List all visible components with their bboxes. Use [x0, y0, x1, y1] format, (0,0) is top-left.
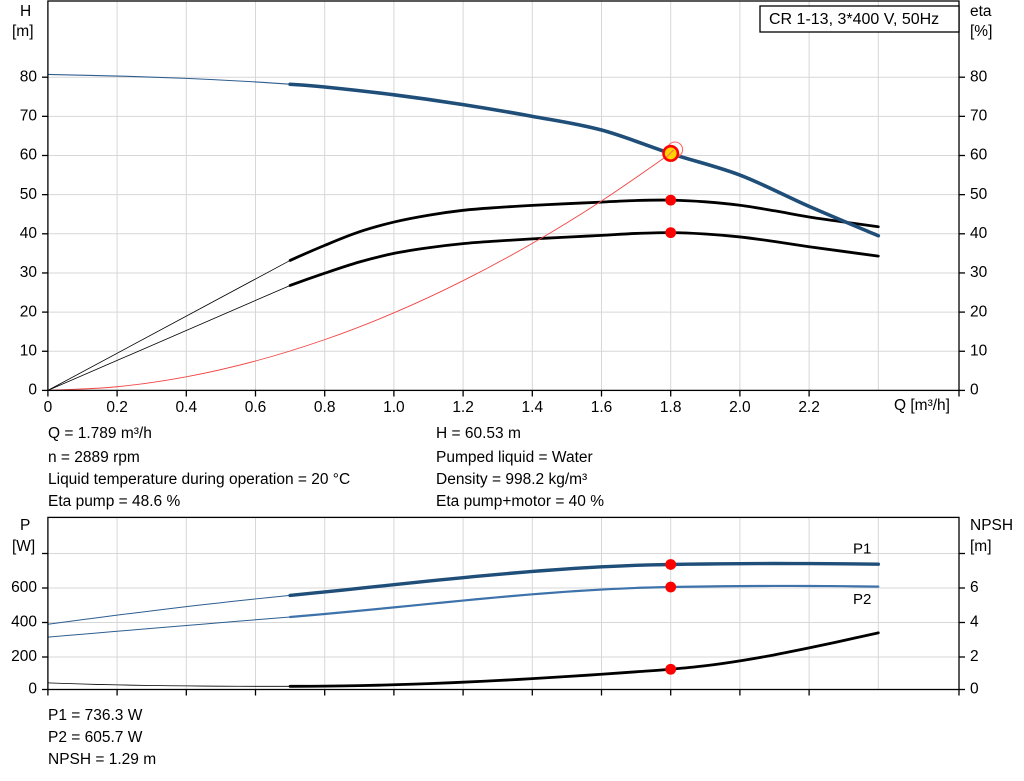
svg-text:[W]: [W]: [12, 538, 35, 555]
svg-text:6: 6: [970, 579, 979, 596]
svg-text:2: 2: [970, 648, 979, 665]
svg-text:P1: P1: [853, 541, 871, 558]
svg-text:NPSH: NPSH: [970, 517, 1013, 534]
svg-text:70: 70: [970, 108, 988, 125]
svg-text:60: 60: [970, 147, 988, 164]
svg-text:30: 30: [20, 264, 38, 281]
svg-text:1.4: 1.4: [522, 399, 544, 416]
svg-text:0.8: 0.8: [314, 399, 336, 416]
svg-text:0.2: 0.2: [106, 399, 128, 416]
svg-text:40: 40: [970, 225, 988, 242]
svg-text:4: 4: [970, 614, 979, 631]
svg-text:0: 0: [970, 681, 979, 698]
svg-text:Q [m³/h]: Q [m³/h]: [894, 397, 950, 414]
svg-text:P2: P2: [853, 591, 871, 608]
svg-text:80: 80: [970, 68, 988, 85]
svg-text:400: 400: [11, 614, 37, 631]
svg-text:[m]: [m]: [12, 23, 34, 40]
svg-text:2.0: 2.0: [729, 399, 751, 416]
svg-text:1.8: 1.8: [660, 399, 682, 416]
svg-text:60: 60: [20, 147, 38, 164]
svg-text:0: 0: [28, 382, 37, 399]
svg-text:80: 80: [20, 68, 38, 85]
svg-text:0: 0: [970, 382, 979, 399]
svg-text:70: 70: [20, 108, 38, 125]
svg-text:0.4: 0.4: [176, 399, 198, 416]
svg-text:1.2: 1.2: [452, 399, 474, 416]
svg-text:eta: eta: [970, 3, 992, 20]
svg-text:2.2: 2.2: [798, 399, 820, 416]
svg-text:40: 40: [20, 225, 38, 242]
svg-text:50: 50: [20, 186, 38, 203]
svg-text:CR 1-13, 3*400 V, 50Hz: CR 1-13, 3*400 V, 50Hz: [769, 11, 939, 28]
svg-text:1.6: 1.6: [591, 399, 613, 416]
svg-text:10: 10: [970, 343, 988, 360]
svg-text:0: 0: [44, 399, 53, 416]
svg-text:30: 30: [970, 264, 988, 281]
svg-text:20: 20: [20, 303, 38, 320]
svg-text:0.6: 0.6: [245, 399, 267, 416]
svg-text:[m]: [m]: [970, 538, 992, 555]
svg-text:H: H: [20, 3, 31, 20]
svg-text:20: 20: [970, 303, 988, 320]
svg-text:600: 600: [11, 579, 37, 596]
svg-text:[%]: [%]: [970, 23, 992, 40]
svg-text:10: 10: [20, 343, 38, 360]
svg-text:50: 50: [970, 186, 988, 203]
svg-text:P: P: [20, 517, 30, 534]
svg-text:1.0: 1.0: [383, 399, 405, 416]
svg-text:0: 0: [28, 681, 37, 698]
svg-text:200: 200: [11, 648, 37, 665]
